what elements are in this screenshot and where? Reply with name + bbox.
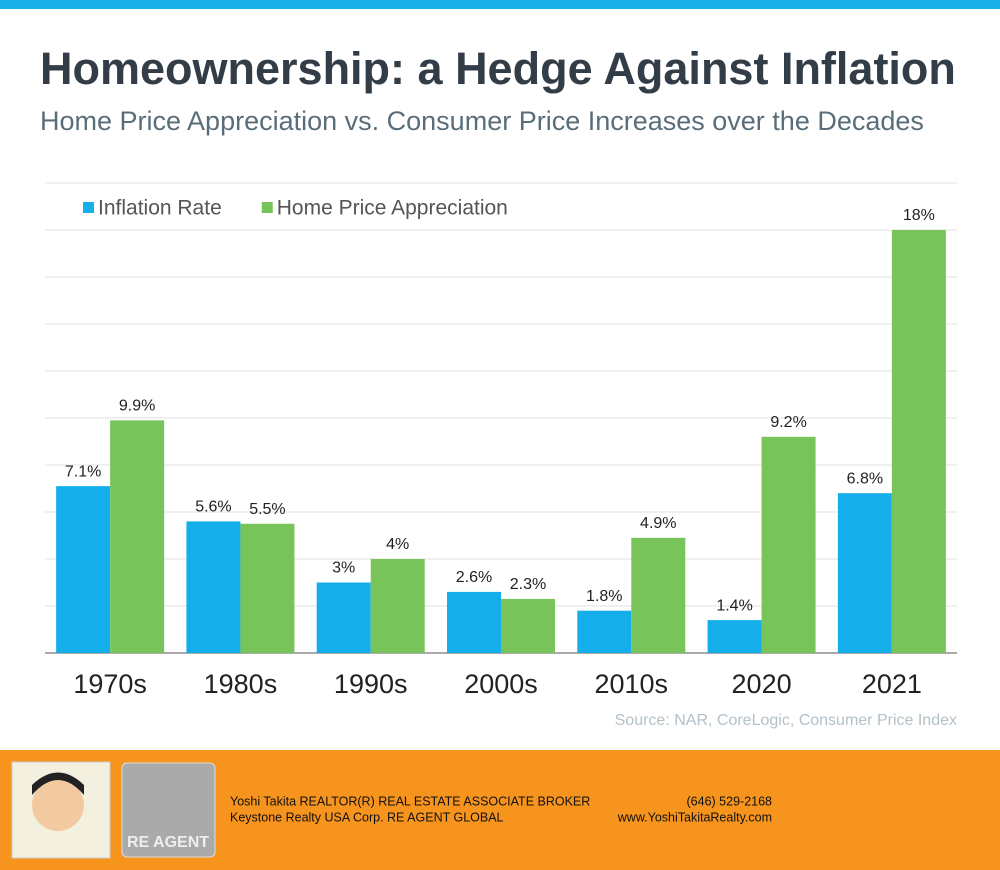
bar: [707, 620, 762, 653]
data-label: 1.8%: [586, 588, 622, 605]
bar: [110, 420, 165, 653]
footer-website: www.YoshiTakitaRealty.com: [617, 810, 772, 824]
logo-text: RE AGENT: [127, 834, 209, 851]
bar: [447, 591, 501, 653]
agent-face: [32, 779, 84, 831]
bar: [891, 230, 946, 653]
data-label: 7.1%: [65, 463, 101, 480]
bar: [316, 582, 371, 653]
data-label: 2.6%: [456, 569, 492, 586]
data-label: 1.4%: [716, 597, 752, 614]
footer-phone: (646) 529-2168: [687, 794, 773, 808]
source: Source: NAR, CoreLogic, Consumer Price I…: [615, 712, 957, 729]
top-bar: [0, 0, 1000, 9]
data-label: 3%: [332, 560, 355, 577]
data-label: 5.6%: [195, 499, 231, 516]
bar: [370, 559, 425, 653]
footer-line: Keystone Realty USA Corp. RE AGENT GLOBA…: [230, 810, 504, 824]
data-label: 9.2%: [770, 414, 806, 431]
legend-swatch: [83, 202, 94, 213]
legend-label: Inflation Rate: [98, 197, 222, 220]
chart-title: Homeownership: a Hedge Against Inflation: [40, 43, 956, 94]
bar: [761, 436, 816, 653]
bar: [631, 537, 686, 653]
bar: [837, 493, 892, 653]
x-tick-label: 2000s: [464, 669, 538, 699]
plot: Inflation Rate Home Price Appreciation 197…: [45, 182, 957, 699]
data-label: 4.9%: [640, 515, 676, 532]
x-tick-label: 2010s: [594, 669, 668, 699]
footer-line: Yoshi Takita REALTOR(R) REAL ESTATE ASSO…: [230, 794, 590, 808]
bar: [577, 610, 632, 653]
logo-box: [121, 762, 216, 858]
x-tick-label: 1990s: [334, 669, 408, 699]
x-tick-label: 2020: [732, 669, 792, 699]
data-label: 4%: [386, 536, 409, 553]
agent-hair: [32, 772, 84, 795]
legend-label: Home Price Appreciation: [277, 197, 508, 220]
bar: [501, 598, 555, 653]
bar: [186, 521, 241, 653]
legend-swatch: [261, 202, 273, 213]
data-label: 18%: [903, 207, 935, 224]
data-label: 9.9%: [119, 398, 155, 415]
x-tick-label: 2021: [862, 669, 922, 699]
bar: [56, 486, 111, 653]
data-label: 6.8%: [847, 470, 883, 487]
chart-subtitle: Home Price Appreciation vs. Consumer Pri…: [40, 106, 924, 136]
x-tick-label: 1980s: [204, 669, 278, 699]
data-label: 2.3%: [510, 576, 546, 593]
data-label: 5.5%: [249, 501, 285, 518]
bar: [240, 523, 295, 653]
x-tick-label: 1970s: [73, 669, 147, 699]
